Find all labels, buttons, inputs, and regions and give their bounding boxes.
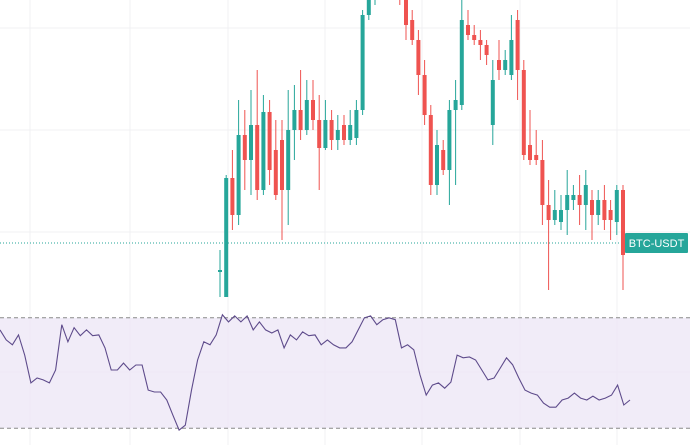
candle-body (441, 150, 446, 170)
candle-body (472, 35, 477, 40)
price-label: BTC-USDT (629, 238, 685, 250)
candle-body (509, 40, 514, 75)
candle-body (515, 20, 520, 70)
candle-body (602, 200, 607, 220)
rsi-panel (0, 313, 690, 431)
candle-body (280, 140, 284, 190)
candle-body (552, 210, 557, 220)
candle-body (360, 15, 365, 110)
candle-body (490, 80, 495, 125)
rsi-band (0, 317, 690, 429)
candle-body (286, 130, 291, 190)
candle-body (224, 178, 229, 297)
candle-body (428, 115, 433, 185)
candle-body (583, 185, 588, 205)
candle-body (230, 178, 235, 215)
candle-body (497, 60, 501, 70)
labels: BTC-USDT (625, 233, 688, 253)
candle-body (478, 40, 483, 45)
candle-body (348, 125, 353, 140)
candle-body (218, 270, 222, 272)
candle-body (416, 40, 421, 75)
candle-body (447, 110, 452, 170)
candle-body (342, 125, 346, 140)
candle-body (546, 205, 551, 220)
candle-body (590, 200, 594, 215)
candle-body (453, 100, 458, 110)
candle-body (559, 210, 563, 222)
candle-body (292, 110, 297, 130)
candle-body (621, 190, 625, 255)
candle-body (249, 125, 253, 160)
candle-body (596, 200, 601, 215)
candle-body (323, 120, 328, 148)
candle-body (261, 112, 266, 190)
candle-body (435, 145, 439, 185)
candle-body (366, 0, 371, 15)
candle-body (528, 145, 532, 160)
candle-body (335, 130, 340, 140)
candle-body (267, 112, 272, 170)
candle-body (521, 70, 526, 155)
candle-body (273, 150, 278, 195)
candle-body (565, 195, 570, 210)
candle-body (410, 20, 415, 40)
price-panel (0, 0, 625, 297)
candle-body (422, 75, 427, 115)
candle-body (304, 100, 309, 130)
candle-body (255, 125, 260, 190)
candle-body (540, 160, 545, 205)
candle-body (236, 135, 241, 215)
candle-body (317, 120, 322, 148)
rsi-line (0, 313, 631, 431)
candle-body (329, 120, 334, 140)
candle-body (503, 60, 508, 70)
candle-body (459, 20, 464, 105)
candle-body (577, 195, 582, 205)
candle-body (466, 25, 470, 35)
candle-body (484, 45, 489, 55)
candle-body (571, 195, 576, 200)
candle-body (404, 0, 408, 25)
candle-body (311, 100, 315, 120)
candle-body (242, 135, 247, 160)
price-label-box (625, 233, 688, 253)
candle-body (614, 190, 619, 222)
candle-body (534, 155, 539, 160)
candle-body (608, 210, 613, 220)
candle-body (354, 110, 359, 138)
candle-body (298, 110, 303, 130)
